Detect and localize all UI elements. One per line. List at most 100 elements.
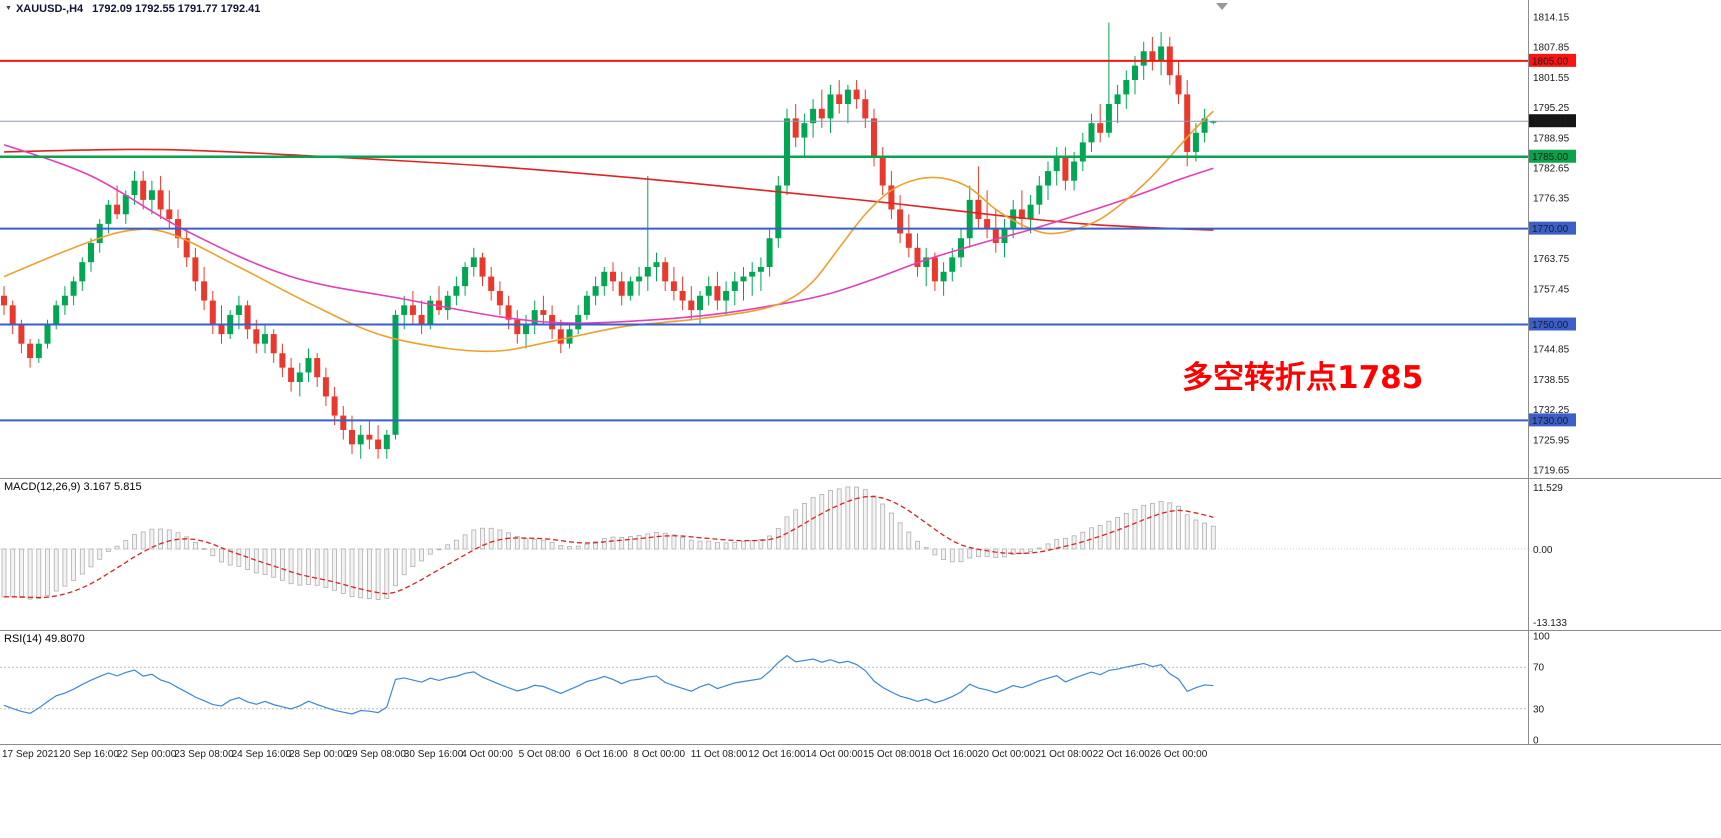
macd-bar <box>758 538 764 550</box>
macd-bar <box>628 536 633 550</box>
candle <box>575 314 582 330</box>
rsi-line <box>3 654 1214 715</box>
macd-bar <box>62 548 68 587</box>
macd-bar <box>897 522 903 550</box>
macd-bar <box>149 528 155 550</box>
macd-bar <box>358 548 364 599</box>
time-axis-label: 15 Oct 08:00 <box>863 749 921 760</box>
candle <box>157 190 164 210</box>
macd-bar <box>967 548 973 559</box>
macd-bar <box>889 512 894 550</box>
candle <box>949 257 956 272</box>
time-axis-label: 14 Oct 00:00 <box>806 749 864 760</box>
candle <box>418 314 425 325</box>
candle <box>383 434 390 450</box>
macd-bar <box>53 548 59 592</box>
macd-bar <box>253 548 259 574</box>
time-axis-label: 6 Oct 16:00 <box>576 749 628 760</box>
candle <box>1071 161 1078 181</box>
price-scale[interactable]: 1814.15 1807.85 1801.55 1795.25 1788.95 1782.… <box>1529 13 1576 477</box>
candle <box>166 209 173 220</box>
macd-bar <box>506 532 512 550</box>
macd-bar <box>1123 513 1129 550</box>
candle <box>453 286 460 296</box>
candle <box>96 223 103 244</box>
time-axis-label: 24 Sep 16:00 <box>232 749 292 760</box>
candle <box>557 329 564 344</box>
price-tick-label: 1776.35 <box>1533 194 1570 205</box>
price-badge-1805.00 <box>1529 53 1576 67</box>
time-axis-label: 8 Oct 00:00 <box>633 749 685 760</box>
candle <box>505 305 512 320</box>
candle <box>784 118 790 186</box>
candle <box>148 190 155 200</box>
candle <box>18 324 25 344</box>
horizontal-level-lines[interactable] <box>0 59 1528 422</box>
time-axis-label: 28 Sep 00:00 <box>289 749 349 760</box>
candle <box>218 324 225 335</box>
candle <box>1036 185 1043 205</box>
candle <box>697 295 703 311</box>
candle <box>479 257 486 277</box>
macd-bar <box>71 548 76 581</box>
macd-bar <box>949 548 955 563</box>
macd-bar <box>453 539 459 550</box>
macd-bar <box>958 548 964 563</box>
time-axis-label: 22 Oct 16:00 <box>1093 749 1151 760</box>
macd-bar <box>323 548 329 588</box>
macd-bar <box>227 548 233 566</box>
macd-bar <box>680 536 685 550</box>
candle <box>531 310 538 325</box>
price-tick-label: 1801.55 <box>1533 73 1570 84</box>
price-tick-label: 1763.75 <box>1533 254 1570 265</box>
macd-bar <box>480 527 485 550</box>
candle <box>409 305 416 315</box>
time-axis-label: 17 Sep 2021 <box>2 749 59 760</box>
macd-bar <box>862 489 868 550</box>
candle <box>897 209 904 234</box>
macd-bar <box>97 548 103 560</box>
ohlc-readout: 1792.09 1792.55 1791.77 1792.41 <box>92 3 261 15</box>
candle <box>1123 80 1130 95</box>
chart-shift-marker[interactable] <box>1216 3 1228 10</box>
candle <box>723 290 730 301</box>
macd-bar <box>88 548 94 568</box>
candle <box>253 329 260 344</box>
candle <box>992 228 999 244</box>
candle <box>209 300 216 325</box>
candle <box>53 305 60 325</box>
macd-bar <box>219 548 224 563</box>
macd-bar <box>1132 508 1138 550</box>
macd-bar <box>567 546 572 550</box>
candle <box>592 286 599 296</box>
candle <box>688 300 695 311</box>
macd-bar <box>132 534 137 550</box>
price-tick-label: 1744.85 <box>1533 345 1570 356</box>
candle <box>427 300 434 325</box>
candle <box>923 257 930 267</box>
candle <box>1045 171 1051 186</box>
candle <box>871 118 877 157</box>
macd-bar <box>1036 547 1042 550</box>
price-tick-label: 1782.65 <box>1533 164 1570 175</box>
macd-bar <box>45 548 50 596</box>
candle <box>122 195 129 215</box>
price-badge-label: 1770.00 <box>1532 224 1569 235</box>
price-badge-label: 1785.00 <box>1532 152 1569 163</box>
candle <box>401 305 408 315</box>
candle <box>844 89 851 105</box>
price-tick-label: 1732.25 <box>1533 405 1570 416</box>
macd-bar <box>288 548 294 585</box>
candle <box>905 233 912 248</box>
candle <box>340 415 347 430</box>
rsi-scale-label: 70 <box>1533 663 1545 674</box>
macd-bar <box>767 535 772 550</box>
annotation-text[interactable]: 多空转折点1785 <box>1182 360 1424 396</box>
time-axis-label: 26 Oct 00:00 <box>1150 749 1208 760</box>
macd-bar <box>1080 531 1086 550</box>
macd-bar <box>393 548 398 587</box>
macd-bar <box>1158 500 1164 550</box>
